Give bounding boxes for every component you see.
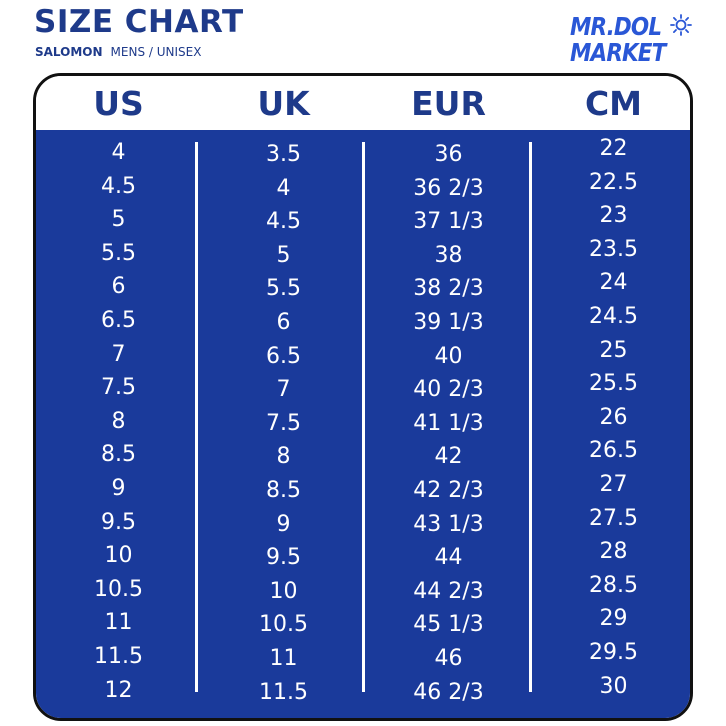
size-cell-eur: 42 xyxy=(434,444,463,470)
size-cell-eur: 46 2/3 xyxy=(413,679,484,705)
size-cell-eur: 38 2/3 xyxy=(413,276,484,302)
size-cell-uk: 6 xyxy=(276,310,291,335)
size-cell-cm: 26.5 xyxy=(589,438,638,464)
size-cell-uk: 11 xyxy=(269,646,298,671)
size-cell-eur: 46 xyxy=(434,646,463,671)
size-cell-cm: 24.5 xyxy=(589,304,638,329)
size-cell-eur: 36 2/3 xyxy=(413,175,484,201)
size-cell-cm: 30 xyxy=(599,673,628,699)
size-cell-cm: 25 xyxy=(599,337,628,363)
column-divider xyxy=(529,142,532,692)
size-cell-uk: 10 xyxy=(269,578,298,604)
size-chart-table: US UK EUR CM 4 3.5 36 22 4.5 4 36 2/3 22.5 5 4.5 3… xyxy=(33,73,693,721)
size-category: MENS / UNISEX xyxy=(110,45,202,59)
size-cell-eur: 38 xyxy=(434,242,463,268)
logo-text-line2: MARKET xyxy=(570,38,666,67)
size-cell-us: 11 xyxy=(104,610,133,636)
size-cell-eur: 45 1/3 xyxy=(413,612,484,638)
size-cell-eur: 37 1/3 xyxy=(413,209,484,235)
size-cell-cm: 28 xyxy=(599,539,628,565)
size-cell-uk: 4 xyxy=(276,175,291,201)
size-cell-us: 8.5 xyxy=(101,442,136,468)
size-cell-us: 5 xyxy=(111,207,126,233)
size-cell-cm: 28.5 xyxy=(589,572,638,598)
size-cell-us: 9.5 xyxy=(101,509,136,535)
size-cell-us: 5.5 xyxy=(101,240,136,266)
size-cell-eur: 41 1/3 xyxy=(413,410,484,436)
size-cell-us: 10 xyxy=(104,543,133,569)
size-cell-uk: 7 xyxy=(276,377,291,403)
size-cell-uk: 5 xyxy=(276,242,291,268)
column-header-cm: CM xyxy=(584,84,643,123)
page-title: SIZE CHART xyxy=(34,4,244,40)
size-cell-us: 10.5 xyxy=(94,576,143,602)
size-cell-cm: 29 xyxy=(599,606,628,632)
size-cell-eur: 39 1/3 xyxy=(413,310,484,335)
size-cell-eur: 40 2/3 xyxy=(413,377,484,403)
size-cell-uk: 7.5 xyxy=(266,410,301,436)
size-cell-us: 7.5 xyxy=(101,375,136,401)
column-header-uk: UK xyxy=(257,84,310,123)
size-cell-uk: 11.5 xyxy=(259,679,308,705)
store-logo: MR.DOL MARKET xyxy=(566,8,696,70)
logo-text-line1: MR.DOL xyxy=(570,12,662,41)
size-cell-us: 7 xyxy=(111,341,126,367)
size-cell-cm: 23.5 xyxy=(589,236,638,262)
column-header-eur: EUR xyxy=(411,84,486,123)
size-cell-uk: 10.5 xyxy=(259,612,308,638)
size-cell-cm: 29.5 xyxy=(589,640,638,665)
size-cell-uk: 9 xyxy=(276,511,291,537)
size-cell-cm: 27.5 xyxy=(589,505,638,531)
column-divider xyxy=(195,142,198,692)
size-cell-cm: 25.5 xyxy=(589,371,638,397)
size-cell-eur: 36 xyxy=(434,142,463,167)
size-cell-uk: 8.5 xyxy=(266,478,301,503)
size-cell-uk: 5.5 xyxy=(266,276,301,302)
size-cell-uk: 8 xyxy=(276,444,291,470)
size-cell-eur: 42 2/3 xyxy=(413,478,484,503)
size-cell-uk: 9.5 xyxy=(266,545,301,571)
table-header-row: US UK EUR CM xyxy=(36,76,690,130)
size-cell-uk: 4.5 xyxy=(266,209,301,235)
size-cell-eur: 44 xyxy=(434,545,463,571)
size-cell-cm: 22.5 xyxy=(589,169,638,195)
size-cell-eur: 44 2/3 xyxy=(413,578,484,604)
size-cell-uk: 6.5 xyxy=(266,343,301,369)
size-cell-cm: 23 xyxy=(599,203,628,229)
size-cell-us: 6 xyxy=(111,274,126,300)
size-cell-cm: 26 xyxy=(599,404,628,430)
size-cell-us: 12 xyxy=(104,677,133,703)
size-cell-us: 4 xyxy=(111,140,126,165)
size-cell-cm: 27 xyxy=(599,472,628,497)
size-cell-us: 9 xyxy=(111,476,126,501)
size-cell-us: 11.5 xyxy=(94,644,143,669)
size-cell-cm: 22 xyxy=(599,136,628,161)
column-header-us: US xyxy=(93,84,144,123)
size-cell-eur: 43 1/3 xyxy=(413,511,484,537)
column-divider xyxy=(362,142,365,692)
size-cell-us: 6.5 xyxy=(101,308,136,333)
page-header: SIZE CHART SALOMON MENS / UNISEX MR.DOL M… xyxy=(0,0,726,80)
table-body: 4 3.5 36 22 4.5 4 36 2/3 22.5 5 4.5 37 1/3 23 5.5 5 38… xyxy=(36,130,690,718)
size-cell-uk: 3.5 xyxy=(266,142,301,167)
size-cell-eur: 40 xyxy=(434,343,463,369)
sun-icon xyxy=(670,14,692,36)
page-subtitle: SALOMON MENS / UNISEX xyxy=(35,45,201,59)
size-cell-cm: 24 xyxy=(599,270,628,296)
size-cell-us: 4.5 xyxy=(101,173,136,199)
size-cell-us: 8 xyxy=(111,408,126,434)
brand-name: SALOMON xyxy=(35,45,103,59)
